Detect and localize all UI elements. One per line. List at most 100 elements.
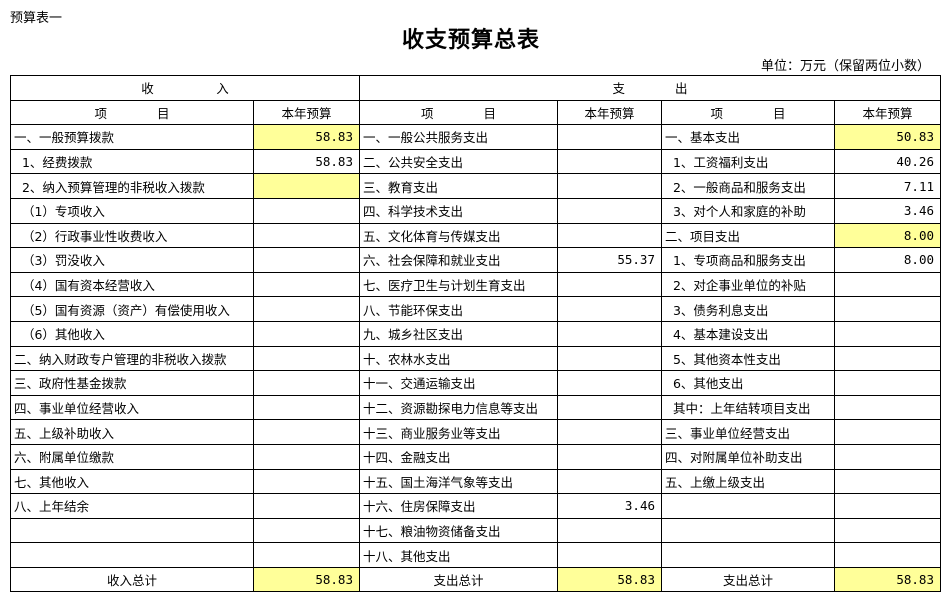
- expense-value-cell[interactable]: 3.46: [557, 493, 662, 519]
- expense-item-cell[interactable]: 六、社会保障和就业支出: [359, 247, 558, 273]
- expense2-item-cell[interactable]: 1、工资福利支出: [661, 148, 835, 175]
- expense2-value-cell[interactable]: 8.00: [834, 247, 941, 273]
- expense2-value-cell[interactable]: 7.11: [834, 173, 941, 199]
- expense-total-value[interactable]: 58.83: [557, 566, 662, 593]
- expense2-item-cell[interactable]: 四、对附属单位补助支出: [661, 443, 835, 470]
- expense2-value-cell[interactable]: 3.46: [834, 197, 941, 224]
- expense-value-cell[interactable]: 55.37: [557, 247, 662, 273]
- income-item-cell[interactable]: 七、其他收入: [10, 468, 254, 495]
- expense-item-cell[interactable]: 十二、资源勘探电力信息等支出: [359, 394, 558, 421]
- income-value-cell[interactable]: [253, 370, 360, 396]
- expense2-item-cell[interactable]: 2、对企事业单位的补贴: [661, 271, 835, 298]
- expense-item-cell[interactable]: 四、科学技术支出: [359, 197, 558, 224]
- expense-value-cell[interactable]: [557, 443, 662, 470]
- expense-value-cell[interactable]: [557, 124, 662, 150]
- expense-value-cell[interactable]: [557, 148, 662, 175]
- expense-item-cell[interactable]: 三、教育支出: [359, 173, 558, 199]
- income-item-cell[interactable]: （4）国有资本经营收入: [10, 271, 254, 298]
- expense2-item-cell[interactable]: 一、基本支出: [661, 124, 835, 150]
- income-value-cell[interactable]: [253, 247, 360, 273]
- income-value-cell[interactable]: [253, 517, 360, 544]
- expense2-value-cell[interactable]: [834, 394, 941, 421]
- expense-item-cell[interactable]: 一、一般公共服务支出: [359, 124, 558, 150]
- income-item-cell[interactable]: （6）其他收入: [10, 320, 254, 347]
- expense2-value-cell[interactable]: [834, 493, 941, 519]
- expense-item-cell[interactable]: 十六、住房保障支出: [359, 493, 558, 519]
- income-item-cell[interactable]: [10, 517, 254, 544]
- income-item-cell[interactable]: 三、政府性基金拨款: [10, 370, 254, 396]
- expense-item-cell[interactable]: 十五、国土海洋气象等支出: [359, 468, 558, 495]
- expense-item-cell[interactable]: 十七、粮油物资储备支出: [359, 517, 558, 544]
- expense2-value-cell[interactable]: [834, 271, 941, 298]
- expense2-total-value[interactable]: 58.83: [834, 566, 941, 593]
- expense-item-cell[interactable]: 九、城乡社区支出: [359, 320, 558, 347]
- income-value-cell[interactable]: [253, 296, 360, 322]
- expense2-value-cell[interactable]: [834, 419, 941, 445]
- expense-value-cell[interactable]: [557, 345, 662, 372]
- expense2-item-cell[interactable]: [661, 493, 835, 519]
- expense-item-cell[interactable]: 十三、商业服务业等支出: [359, 419, 558, 445]
- income-value-cell[interactable]: [253, 443, 360, 470]
- expense-item-cell[interactable]: 二、公共安全支出: [359, 148, 558, 175]
- expense2-item-cell[interactable]: 3、债务利息支出: [661, 296, 835, 322]
- expense-item-cell[interactable]: 十、农林水支出: [359, 345, 558, 372]
- expense-item-cell[interactable]: 七、医疗卫生与计划生育支出: [359, 271, 558, 298]
- income-item-cell[interactable]: 五、上级补助收入: [10, 419, 254, 445]
- income-value-cell[interactable]: [253, 345, 360, 372]
- expense-value-cell[interactable]: [557, 222, 662, 249]
- income-value-cell[interactable]: 58.83: [253, 124, 360, 150]
- income-value-cell[interactable]: [253, 394, 360, 421]
- expense-value-cell[interactable]: [557, 419, 662, 445]
- expense2-item-cell[interactable]: [661, 542, 835, 568]
- income-value-cell[interactable]: [253, 419, 360, 445]
- expense2-item-cell[interactable]: 二、项目支出: [661, 222, 835, 249]
- expense-value-cell[interactable]: [557, 542, 662, 568]
- income-item-cell[interactable]: （3）罚没收入: [10, 247, 254, 273]
- expense2-item-cell[interactable]: 5、其他资本性支出: [661, 345, 835, 372]
- income-item-cell[interactable]: 二、纳入财政专户管理的非税收入拨款: [10, 345, 254, 372]
- expense-item-cell[interactable]: 五、文化体育与传媒支出: [359, 222, 558, 249]
- expense-item-cell[interactable]: 十八、其他支出: [359, 542, 558, 568]
- expense2-item-cell[interactable]: 其中：上年结转项目支出: [661, 394, 835, 421]
- expense-value-cell[interactable]: [557, 320, 662, 347]
- expense-item-cell[interactable]: 十一、交通运输支出: [359, 370, 558, 396]
- expense2-value-cell[interactable]: [834, 443, 941, 470]
- income-item-cell[interactable]: 六、附属单位缴款: [10, 443, 254, 470]
- income-item-cell[interactable]: 2、纳入预算管理的非税收入拨款: [10, 173, 254, 199]
- income-value-cell[interactable]: [253, 222, 360, 249]
- expense2-value-cell[interactable]: [834, 542, 941, 568]
- income-value-cell[interactable]: [253, 493, 360, 519]
- expense-value-cell[interactable]: [557, 197, 662, 224]
- expense-item-cell[interactable]: 十四、金融支出: [359, 443, 558, 470]
- expense2-value-cell[interactable]: 50.83: [834, 124, 941, 150]
- income-value-cell[interactable]: [253, 173, 360, 199]
- expense2-value-cell[interactable]: [834, 517, 941, 544]
- expense-value-cell[interactable]: [557, 394, 662, 421]
- expense2-value-cell[interactable]: [834, 345, 941, 372]
- expense2-value-cell[interactable]: 40.26: [834, 148, 941, 175]
- income-item-cell[interactable]: （1）专项收入: [10, 197, 254, 224]
- expense2-item-cell[interactable]: 1、专项商品和服务支出: [661, 247, 835, 273]
- expense2-value-cell[interactable]: [834, 370, 941, 396]
- expense-value-cell[interactable]: [557, 271, 662, 298]
- income-item-cell[interactable]: [10, 542, 254, 568]
- income-value-cell[interactable]: [253, 271, 360, 298]
- income-value-cell[interactable]: [253, 197, 360, 224]
- income-total-label[interactable]: 收入总计: [10, 566, 254, 593]
- expense2-item-cell[interactable]: 五、上缴上级支出: [661, 468, 835, 495]
- expense2-item-cell[interactable]: [661, 517, 835, 544]
- income-item-cell[interactable]: 八、上年结余: [10, 493, 254, 519]
- expense2-item-cell[interactable]: 4、基本建设支出: [661, 320, 835, 347]
- income-item-cell[interactable]: （5）国有资源（资产）有偿使用收入: [10, 296, 254, 322]
- expense2-item-cell[interactable]: 三、事业单位经营支出: [661, 419, 835, 445]
- income-item-cell[interactable]: 一、一般预算拨款: [10, 124, 254, 150]
- income-item-cell[interactable]: 1、经费拨款: [10, 148, 254, 175]
- income-item-cell[interactable]: （2）行政事业性收费收入: [10, 222, 254, 249]
- expense2-value-cell[interactable]: 8.00: [834, 222, 941, 249]
- expense2-item-cell[interactable]: 2、一般商品和服务支出: [661, 173, 835, 199]
- income-value-cell[interactable]: [253, 320, 360, 347]
- income-value-cell[interactable]: 58.83: [253, 148, 360, 175]
- income-item-cell[interactable]: 四、事业单位经营收入: [10, 394, 254, 421]
- expense2-value-cell[interactable]: [834, 320, 941, 347]
- expense-item-cell[interactable]: 八、节能环保支出: [359, 296, 558, 322]
